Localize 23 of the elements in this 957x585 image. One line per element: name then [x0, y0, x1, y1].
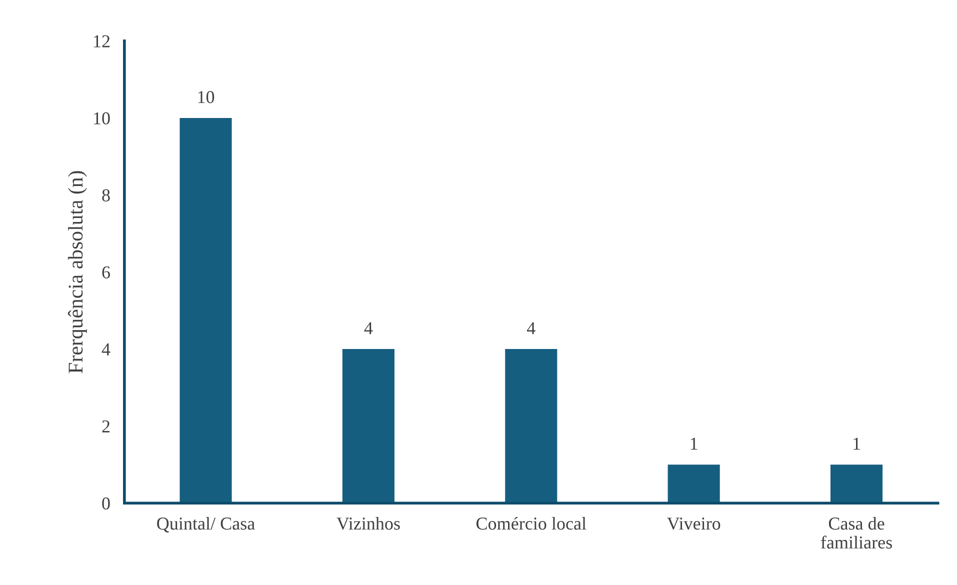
- y-axis-title: Frerquência absoluta (n): [68, 171, 87, 374]
- data-label: 4: [364, 322, 373, 334]
- bar: [342, 349, 394, 504]
- x-tick-label: Comércio local: [476, 516, 586, 530]
- y-tick-label: 8: [102, 189, 110, 202]
- x-tick-label: Viveiro: [666, 518, 720, 530]
- x-tick-label: Vizinhos: [336, 516, 400, 530]
- x-tick-label: Quintal/ Casa: [157, 516, 255, 532]
- data-label: 10: [198, 91, 214, 104]
- data-label: 1: [854, 438, 860, 450]
- bar: [505, 349, 558, 504]
- y-tick-label: 2: [102, 420, 110, 432]
- y-tick-label: 10: [94, 112, 110, 124]
- bar: [668, 464, 720, 504]
- data-label: 1: [690, 438, 698, 450]
- y-tick-label: 4: [102, 343, 110, 356]
- y-tick-label: 12: [94, 35, 110, 48]
- y-tick-label: 0: [102, 497, 110, 510]
- data-label: 4: [526, 322, 536, 334]
- y-tick-label: 6: [102, 266, 110, 278]
- x-tick-label: Casa de familiares: [820, 516, 892, 549]
- bar: [830, 464, 883, 504]
- bar: [180, 118, 232, 504]
